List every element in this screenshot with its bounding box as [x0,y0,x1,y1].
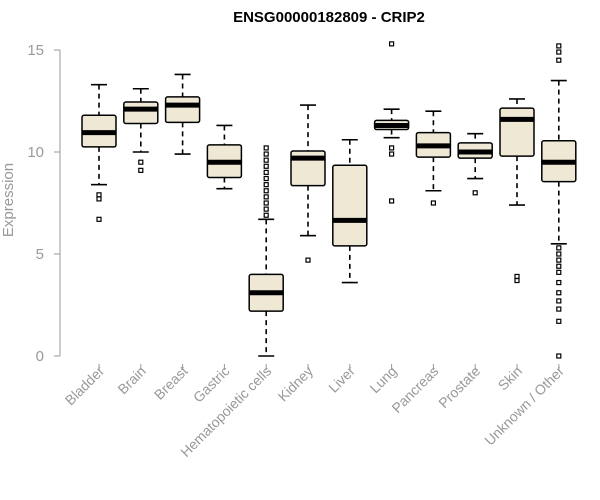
x-label-prostate: Prostate [435,363,483,411]
outlier-bladder-0 [96,196,102,202]
box-breast [164,73,201,155]
outlier-unknown-other-0 [556,43,562,49]
iqr-box-breast [164,96,201,124]
outlier-hematopoietic-cells-1 [263,151,269,157]
outlier-hematopoietic-cells-6 [263,182,269,188]
outlier-pancreas-0 [430,200,436,206]
x-label-skin: Skin [495,363,526,394]
y-tick-label-5: 5 [36,246,44,263]
outlier-unknown-other-7 [556,269,562,275]
outlier-bladder-1 [96,192,102,198]
box-pancreas [415,110,452,206]
outlier-kidney-0 [305,257,311,263]
outlier-unknown-other-13 [556,353,562,359]
outlier-lung-2 [389,151,395,157]
outlier-unknown-other-1 [556,49,562,55]
box-skin [499,98,535,284]
outlier-unknown-other-10 [556,298,562,304]
box-bladder [81,83,117,222]
outlier-hematopoietic-cells-5 [263,175,269,182]
box-gastric [206,124,243,190]
y-tick-label-10: 10 [27,144,44,161]
outlier-hematopoietic-cells-4 [263,169,269,175]
iqr-box-skin [499,107,535,157]
outlier-hematopoietic-cells-7 [263,188,269,194]
box-brain [123,87,159,173]
outlier-skin-1 [514,277,520,284]
y-axis: 0 5 10 15 [27,42,61,365]
outlier-unknown-other-11 [556,306,562,312]
x-label-unknown-other: Unknown / Other [481,363,567,449]
outlier-unknown-other-4 [556,251,562,257]
outlier-prostate-0 [472,190,478,196]
y-axis-label: Expression [0,163,17,237]
outlier-brain-0 [138,159,144,165]
outlier-unknown-other-3 [556,245,562,251]
outlier-lung-0 [389,41,395,47]
outlier-hematopoietic-cells-2 [263,157,269,163]
x-label-kidney: Kidney [275,363,317,405]
box-hematopoietic-cells [248,145,284,357]
box-kidney [290,104,326,263]
outlier-hematopoietic-cells-8 [263,194,269,200]
box-unknown-other [541,43,577,359]
x-label-lung: Lung [366,363,399,396]
outlier-hematopoietic-cells-11 [263,212,269,218]
box-prostate [457,132,493,196]
outlier-brain-1 [138,167,144,173]
outlier-unknown-other-12 [556,318,562,324]
x-label-liver: Liver [325,363,358,396]
outlier-hematopoietic-cells-3 [263,163,269,169]
box-liver [332,138,368,284]
outlier-skin-0 [514,273,520,280]
outlier-unknown-other-5 [556,257,562,263]
outlier-unknown-other-2 [556,57,562,63]
boxes-group [81,41,577,359]
x-label-bladder: Bladder [62,363,108,409]
outlier-unknown-other-9 [556,290,562,296]
outlier-lung-1 [389,145,395,151]
iqr-box-brain [123,101,159,125]
iqr-box-liver [332,164,368,247]
outlier-hematopoietic-cells-0 [263,145,269,151]
outlier-bladder-2 [96,216,102,222]
x-label-brain: Brain [114,363,148,397]
box-lung [373,41,410,204]
chart-title: ENSG00000182809 - CRIP2 [233,9,425,26]
y-tick-label-0: 0 [36,348,44,365]
outlier-unknown-other-6 [556,263,562,269]
outlier-hematopoietic-cells-10 [263,206,269,212]
outlier-lung-3 [389,198,395,204]
y-tick-label-15: 15 [27,42,44,59]
x-label-breast: Breast [151,363,191,403]
outlier-unknown-other-8 [556,279,562,286]
outlier-hematopoietic-cells-9 [263,200,269,206]
